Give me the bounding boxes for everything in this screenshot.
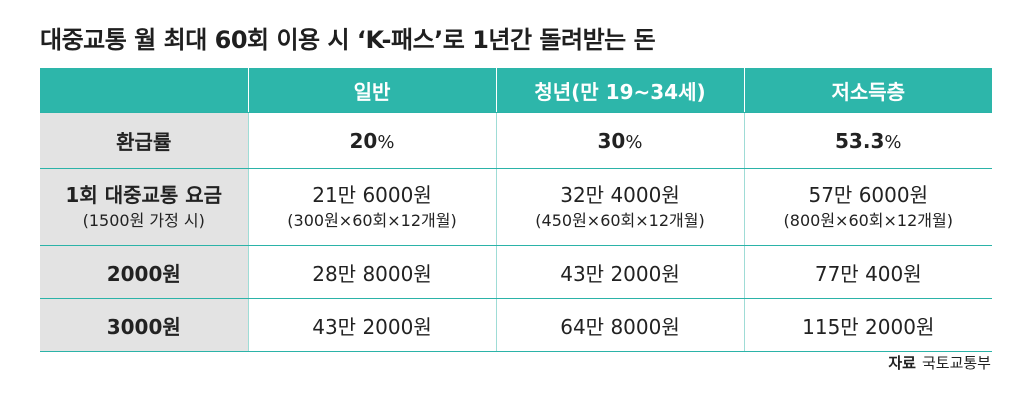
table-row: 3000원 43만 2000원 64만 8000원 115만 2000원 — [40, 298, 992, 352]
source-note: 자료 국토교통부 — [888, 352, 991, 373]
fare3000-low-income: 115만 2000원 — [743, 298, 992, 352]
fare2000-youth: 43만 2000원 — [495, 245, 744, 299]
rate-low-income: 53.3% — [743, 112, 992, 169]
header-low-income: 저소득층 — [743, 68, 992, 113]
refund-table: 일반 청년(만 19~34세) 저소득층 환급률 20% 30% 53.3% 1… — [40, 68, 992, 352]
rate-youth: 30% — [495, 112, 744, 169]
fare3000-general: 43만 2000원 — [247, 298, 496, 352]
table-row: 2000원 28만 8000원 43만 2000원 77만 400원 — [40, 245, 992, 299]
header-general: 일반 — [247, 68, 496, 113]
row-label-fare3000: 3000원 — [40, 298, 248, 352]
fare2000-general: 28만 8000원 — [247, 245, 496, 299]
fare2000-low-income: 77만 400원 — [743, 245, 992, 299]
fare1500-low-income: 57만 6000원 (800원×60회×12개월) — [743, 168, 992, 246]
table-row: 1회 대중교통 요금 (1500원 가정 시) 21만 6000원 (300원×… — [40, 168, 992, 246]
header-row: 일반 청년(만 19~34세) 저소득층 — [40, 68, 992, 113]
header-youth: 청년(만 19~34세) — [495, 68, 744, 113]
fare1500-general: 21만 6000원 (300원×60회×12개월) — [247, 168, 496, 246]
row-label-fare2000: 2000원 — [40, 245, 248, 299]
rate-general: 20% — [247, 112, 496, 169]
source-label: 자료 — [888, 354, 916, 372]
page-title: 대중교통 월 최대 60회 이용 시 ‘K-패스’로 1년간 돌려받는 돈 — [40, 26, 656, 54]
row-label-rate: 환급률 — [40, 112, 248, 169]
fare3000-youth: 64만 8000원 — [495, 298, 744, 352]
header-corner — [40, 68, 248, 113]
row-label-fare1500: 1회 대중교통 요금 (1500원 가정 시) — [40, 168, 248, 246]
source-value: 국토교통부 — [921, 354, 991, 372]
table-row: 환급률 20% 30% 53.3% — [40, 112, 992, 169]
fare1500-youth: 32만 4000원 (450원×60회×12개월) — [495, 168, 744, 246]
